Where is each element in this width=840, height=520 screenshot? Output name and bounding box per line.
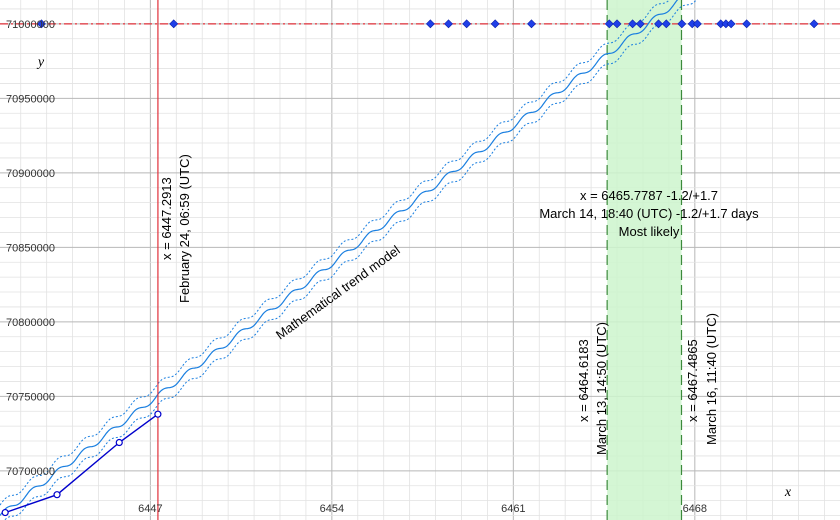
crossing-point xyxy=(425,19,435,29)
y-tick-label: 70950000 xyxy=(6,93,55,105)
crossing-point xyxy=(692,19,702,29)
y-tick-label: 70750000 xyxy=(6,391,55,403)
crossing-point xyxy=(527,19,536,29)
crossing-point xyxy=(635,19,645,29)
likely-range-edges xyxy=(606,0,683,520)
likely-title-2: March 14, 18:40 (UTC) -1.2/+1.7 days xyxy=(539,206,759,221)
axis-ticks: 6447 6454 6461 6468 70700000 70750000 70800000… xyxy=(6,19,707,515)
crossing-point xyxy=(654,19,663,29)
observed-line xyxy=(4,413,159,514)
vertical-marker-label-1: x = 6447.2913 xyxy=(159,177,174,260)
observed-point xyxy=(1,508,9,517)
y-tick-label: 70850000 xyxy=(6,242,55,254)
y-axis-title: y xyxy=(36,55,45,70)
y-tick-label: 70700000 xyxy=(6,466,55,478)
threshold-crossings xyxy=(37,19,819,29)
likely-low-label-1: x = 6464.6183 xyxy=(576,339,591,422)
crossing-point xyxy=(742,19,752,29)
crossing-point xyxy=(612,19,622,29)
observed-point xyxy=(53,491,61,499)
crossing-point xyxy=(490,19,500,29)
likely-title-3: Most likely xyxy=(619,224,680,239)
likely-low-label-2: March 13, 14:50 (UTC) xyxy=(594,322,609,455)
trend-model xyxy=(0,0,697,520)
observed-series xyxy=(1,410,162,517)
trend-line xyxy=(0,0,679,516)
y-tick-label: 70900000 xyxy=(6,168,55,180)
trend-upper-bound xyxy=(0,0,670,506)
y-tick-label: 70800000 xyxy=(6,317,55,329)
crossing-point xyxy=(169,19,179,29)
trend-lower-bound xyxy=(3,0,697,520)
x-axis-title: x xyxy=(784,485,792,500)
crossing-point xyxy=(628,19,638,29)
x-tick-label: 6461 xyxy=(501,503,525,515)
crossing-point xyxy=(462,19,472,29)
crossing-point xyxy=(37,19,46,29)
crossing-point xyxy=(809,19,819,29)
likely-high-label-2: March 16, 11:40 (UTC) xyxy=(704,313,719,445)
y-tick-label: 71000000 xyxy=(6,19,55,31)
crossing-point xyxy=(677,19,687,29)
crossing-point xyxy=(661,19,671,29)
x-tick-label: 6468 xyxy=(683,503,707,515)
crossing-point xyxy=(604,19,614,29)
crossing-point xyxy=(444,19,453,29)
observed-point xyxy=(115,438,123,447)
crossing-point xyxy=(726,19,736,29)
likely-high-label-1: x = 6467.4865 xyxy=(685,339,700,422)
likely-range-band xyxy=(607,0,682,520)
vertical-marker-label-2: February 24, 06:59 (UTC) xyxy=(177,154,192,303)
observed-point xyxy=(154,410,162,418)
x-tick-label: 6447 xyxy=(138,503,162,515)
likely-title-1: x = 6465.7787 -1.2/+1.7 xyxy=(580,188,718,203)
x-tick-label: 6454 xyxy=(320,503,344,515)
